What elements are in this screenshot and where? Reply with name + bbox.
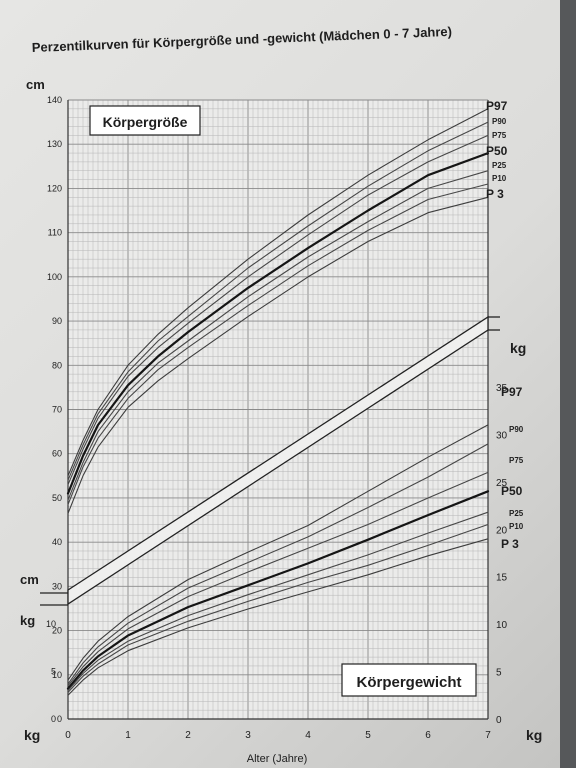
weight-curve-p75	[67, 471, 489, 687]
height-unit-bottom: cm	[20, 572, 39, 587]
height-tick-label: 120	[47, 183, 62, 193]
scale-separator-bands	[40, 315, 500, 606]
height-series-label-p90: P90	[492, 117, 507, 126]
height-panel-label: Körpergröße	[89, 105, 201, 136]
weight-tick-label-right: 20	[496, 525, 508, 536]
height-tick-label: 70	[52, 405, 62, 415]
chart-title: Perzentilkurven für Körpergröße und -gew…	[32, 24, 453, 55]
chart-labels: 0102030405060708090100110120130140051005…	[46, 95, 524, 741]
weight-tick-label-left: 0	[51, 714, 56, 724]
height-panel-title: Körpergröße	[103, 114, 188, 130]
height-unit-top: cm	[26, 77, 45, 92]
weight-tick-label-right: 5	[496, 668, 502, 679]
height-tick-label: 100	[47, 272, 62, 282]
height-series-label-p50: P50	[486, 144, 508, 158]
weight-series-label-p10: P10	[509, 522, 524, 531]
chart-grid	[67, 99, 489, 720]
weight-tick-label-right: 0	[496, 715, 502, 726]
height-curve-p90	[67, 121, 489, 481]
percentile-curves	[66, 108, 490, 696]
x-axis-label: Alter (Jahre)	[247, 753, 308, 765]
height-tick-label: 110	[48, 228, 62, 238]
weight-series-label-p97: P97	[501, 385, 523, 399]
height-tick-label: 60	[52, 449, 62, 459]
height-tick-label: 40	[52, 537, 62, 547]
weight-series-label-p25: P25	[509, 509, 524, 518]
weight-series-label-p3: P 3	[501, 537, 519, 551]
weight-unit-bottom-right: kg	[526, 727, 542, 743]
height-series-label-p3: P 3	[486, 187, 504, 201]
weight-unit-top: kg	[510, 340, 526, 356]
x-tick-label: 6	[425, 730, 431, 741]
weight-tick-label-right: 10	[496, 620, 508, 631]
height-curve-p75	[67, 134, 489, 486]
weight-tick-label-left: 10	[46, 619, 56, 629]
weight-panel-title: Körpergewicht	[356, 674, 461, 691]
height-tick-label: 10	[52, 670, 62, 680]
weight-curve-p90	[67, 443, 489, 685]
weight-tick-label-right: 15	[496, 573, 508, 584]
weight-curve-p3	[67, 538, 489, 696]
height-series-label-p10: P10	[492, 174, 507, 183]
x-tick-label: 3	[245, 730, 251, 741]
x-tick-label: 0	[65, 730, 71, 741]
weight-curve-p25	[67, 511, 489, 692]
weight-series-label-p50: P50	[501, 484, 523, 498]
weight-panel-label: Körpergewicht	[341, 663, 477, 697]
height-curve-p3	[67, 196, 489, 514]
weight-tick-label-left: 5	[51, 667, 56, 677]
height-curve-p10	[67, 183, 489, 506]
x-tick-label: 1	[125, 730, 131, 741]
height-curve-p50	[66, 152, 490, 495]
height-series-label-p25: P25	[492, 161, 507, 170]
weight-unit-left: kg	[20, 613, 35, 628]
weight-unit-bottom-left: kg	[24, 727, 40, 743]
height-tick-label: 30	[52, 581, 62, 591]
height-series-label-p97: P97	[486, 99, 508, 113]
height-curve-p25	[67, 170, 489, 501]
height-series-label-p75: P75	[492, 131, 507, 140]
height-tick-label: 80	[52, 360, 62, 370]
weight-series-label-p90: P90	[509, 425, 524, 434]
weight-tick-label-right: 25	[496, 478, 508, 489]
height-tick-label: 20	[52, 626, 62, 636]
weight-tick-label-right: 30	[496, 430, 508, 441]
height-tick-label: 140	[47, 95, 62, 105]
weight-tick-label-right: 35	[496, 383, 508, 394]
height-tick-label: 0	[57, 714, 62, 724]
x-tick-label: 5	[365, 730, 371, 741]
x-tick-label: 7	[485, 730, 491, 741]
weight-series-label-p75: P75	[509, 456, 524, 465]
height-curve-p97	[67, 108, 489, 477]
weight-curve-p50	[66, 490, 490, 690]
x-tick-label: 2	[185, 730, 191, 741]
weight-curve-p10	[67, 523, 489, 693]
height-tick-label: 90	[52, 316, 62, 326]
height-tick-label: 50	[52, 493, 62, 503]
weight-curve-p97	[67, 424, 489, 681]
height-tick-label: 130	[47, 139, 62, 149]
x-tick-label: 4	[305, 730, 311, 741]
